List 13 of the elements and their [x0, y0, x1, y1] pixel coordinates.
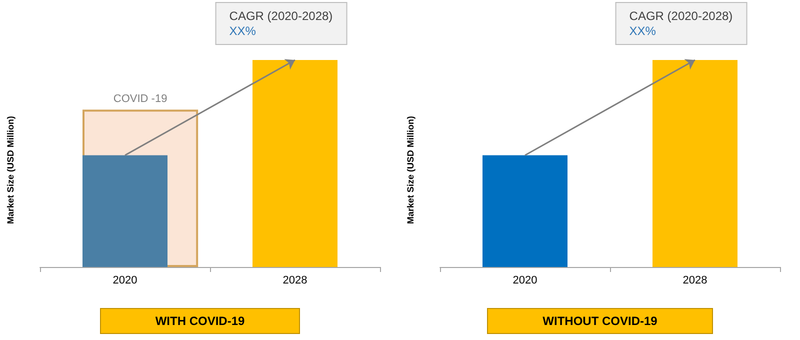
text: XX%	[629, 24, 656, 38]
text: CAGR (2020-2028)	[229, 9, 333, 23]
text: WITHOUT COVID-19	[542, 314, 658, 328]
x-tick-label: 2028	[682, 274, 708, 286]
text: XX%	[229, 24, 256, 38]
text: CAGR (2020-2028)	[629, 9, 733, 23]
x-tick-label: 2020	[512, 274, 538, 286]
x-tick-label: 2020	[112, 274, 138, 286]
text: WITH COVID-19	[155, 314, 245, 328]
y-axis-title: Market Size (USD Million)	[6, 116, 16, 224]
series-label: COVID -19	[113, 93, 168, 106]
x-tick-label: 2028	[282, 274, 308, 286]
y-axis-title: Market Size (USD Million)	[406, 116, 416, 224]
